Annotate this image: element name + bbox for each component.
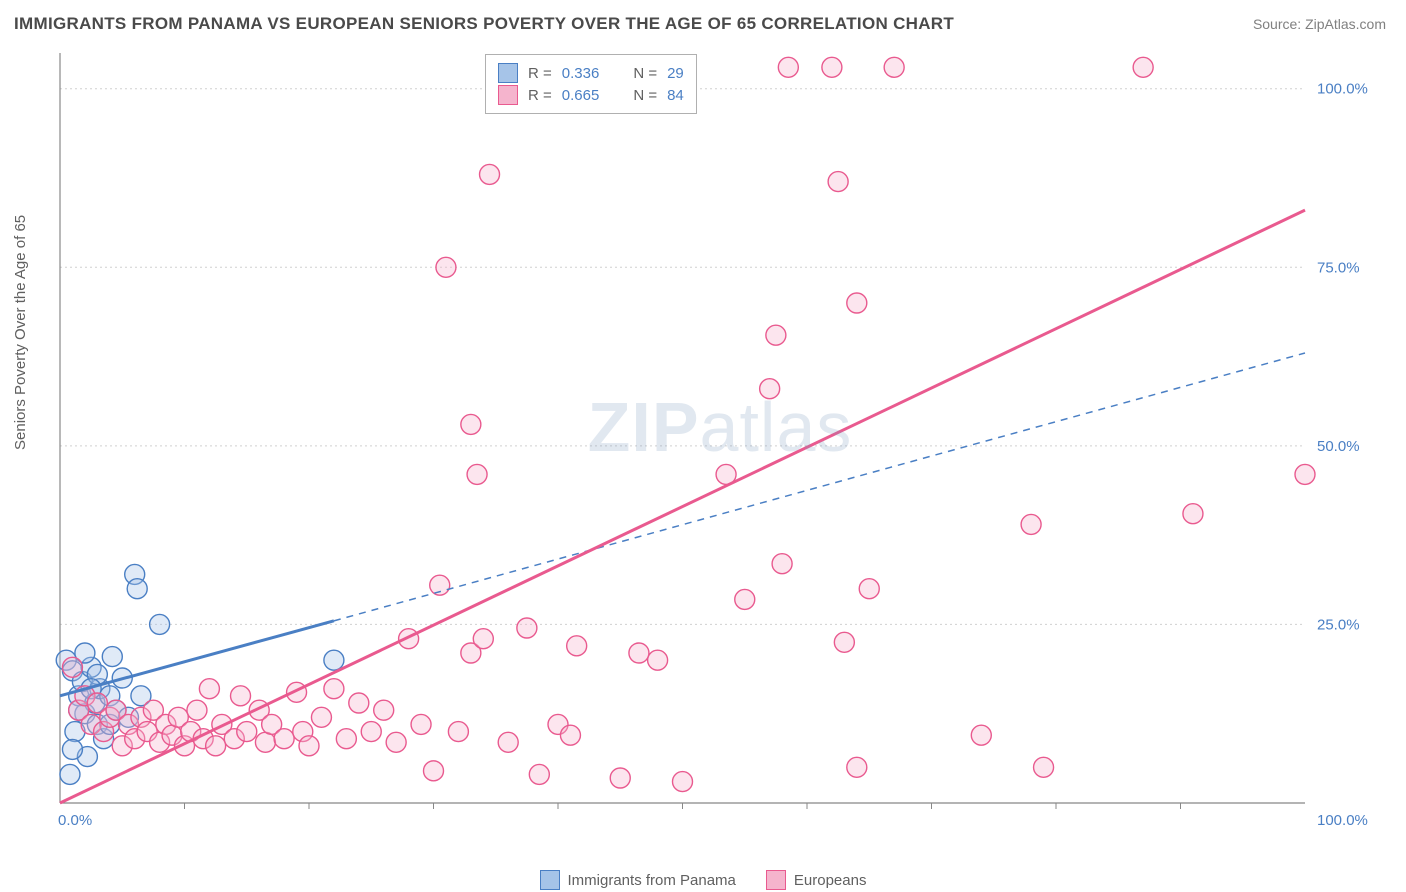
- chart-svg: 25.0% 50.0% 75.0% 100.0% 0.0% 100.0%: [55, 48, 1385, 838]
- legend-label: Europeans: [794, 872, 867, 889]
- data-point: [498, 732, 518, 752]
- data-point: [1133, 57, 1153, 77]
- legend-swatch: [540, 870, 560, 890]
- r-label: R =: [528, 65, 552, 82]
- data-point: [237, 722, 257, 742]
- data-point: [1021, 514, 1041, 534]
- data-point: [529, 764, 549, 784]
- data-point: [567, 636, 587, 656]
- data-point: [828, 172, 848, 192]
- data-point: [361, 722, 381, 742]
- y-tick-label: 100.0%: [1317, 81, 1368, 98]
- data-point: [206, 736, 226, 756]
- legend-stat-row: R = 0.336 N = 29: [498, 63, 684, 83]
- data-point: [102, 647, 122, 667]
- data-point: [448, 722, 468, 742]
- data-point: [560, 725, 580, 745]
- data-point: [884, 57, 904, 77]
- data-point: [311, 707, 331, 727]
- legend-label: Immigrants from Panama: [568, 872, 736, 889]
- data-point: [847, 293, 867, 313]
- data-point: [1183, 504, 1203, 524]
- legend-stat-row: R = 0.665 N = 84: [498, 85, 684, 105]
- legend-bottom: Immigrants from Panama Europeans: [0, 870, 1406, 890]
- chart-title: IMMIGRANTS FROM PANAMA VS EUROPEAN SENIO…: [14, 14, 954, 34]
- data-point: [150, 614, 170, 634]
- data-point: [629, 643, 649, 663]
- data-point: [1295, 464, 1315, 484]
- r-value: 0.336: [562, 65, 600, 82]
- data-point: [610, 768, 630, 788]
- n-label: N =: [633, 87, 657, 104]
- data-point: [62, 657, 82, 677]
- data-point: [324, 650, 344, 670]
- data-point: [834, 632, 854, 652]
- data-point: [299, 736, 319, 756]
- data-point: [436, 257, 456, 277]
- n-value: 84: [667, 87, 684, 104]
- n-label: N =: [633, 65, 657, 82]
- data-point: [386, 732, 406, 752]
- legend-swatch: [498, 85, 518, 105]
- y-axis-label: Seniors Poverty Over the Age of 65: [12, 215, 29, 450]
- data-point: [822, 57, 842, 77]
- y-tick-label: 75.0%: [1317, 259, 1360, 276]
- data-point: [859, 579, 879, 599]
- y-tick-label: 50.0%: [1317, 438, 1360, 455]
- trend-line-dashed: [334, 353, 1305, 621]
- y-tick-label: 25.0%: [1317, 616, 1360, 633]
- data-point: [62, 739, 82, 759]
- data-point: [255, 732, 275, 752]
- data-point: [648, 650, 668, 670]
- legend-swatch: [766, 870, 786, 890]
- data-point: [847, 757, 867, 777]
- trend-line: [60, 210, 1305, 803]
- data-point: [735, 589, 755, 609]
- data-point: [461, 414, 481, 434]
- data-point: [473, 629, 493, 649]
- data-point: [480, 164, 500, 184]
- legend-item: Europeans: [766, 870, 867, 890]
- legend-swatch: [498, 63, 518, 83]
- data-point: [517, 618, 537, 638]
- data-point: [778, 57, 798, 77]
- data-point: [766, 325, 786, 345]
- data-point: [274, 729, 294, 749]
- x-tick-label: 100.0%: [1317, 812, 1368, 829]
- data-point: [760, 379, 780, 399]
- data-point: [673, 772, 693, 792]
- n-value: 29: [667, 65, 684, 82]
- data-point: [971, 725, 991, 745]
- data-point: [187, 700, 207, 720]
- data-point: [231, 686, 251, 706]
- data-point: [374, 700, 394, 720]
- legend-item: Immigrants from Panama: [540, 870, 736, 890]
- legend-stats-box: R = 0.336 N = 29 R = 0.665 N = 84: [485, 54, 697, 114]
- data-point: [467, 464, 487, 484]
- data-point: [199, 679, 219, 699]
- data-point: [127, 579, 147, 599]
- x-tick-label: 0.0%: [58, 812, 92, 829]
- data-point: [1034, 757, 1054, 777]
- source-attribution: Source: ZipAtlas.com: [1253, 16, 1386, 32]
- data-point: [324, 679, 344, 699]
- r-label: R =: [528, 87, 552, 104]
- r-value: 0.665: [562, 87, 600, 104]
- data-point: [349, 693, 369, 713]
- data-point: [336, 729, 356, 749]
- data-point: [424, 761, 444, 781]
- data-point: [60, 764, 80, 784]
- data-point: [772, 554, 792, 574]
- data-point: [411, 714, 431, 734]
- scatter-plot: 25.0%50.0%75.0%100.0%0.0%100.0% ZIPatlas…: [55, 48, 1385, 838]
